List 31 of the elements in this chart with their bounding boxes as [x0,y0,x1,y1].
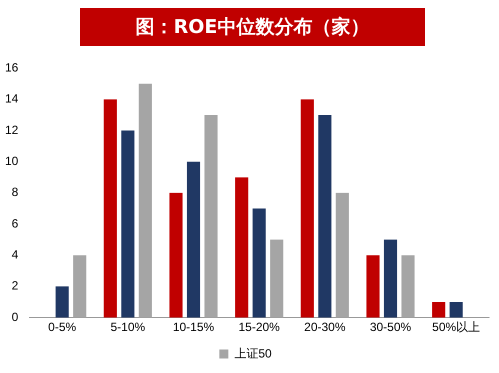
x-tick-label: 15-20% [238,320,280,334]
bar [300,99,314,318]
y-tick-label: 16 [4,60,19,75]
bar [432,302,446,318]
y-tick-label: 0 [12,310,19,324]
bar [450,302,463,318]
y-tick-label: 10 [4,154,19,168]
bar [121,130,134,318]
y-tick-label: 4 [12,248,19,262]
bar [252,208,266,318]
bar [384,240,398,318]
chart-title: 图：ROE中位数分布（家） [80,8,425,46]
x-tick-label: 20-30% [304,320,346,334]
bar [235,177,248,318]
x-tick-label: 10-15% [172,320,215,334]
y-tick-label: 12 [4,122,19,137]
bar [318,114,332,318]
x-tick-label: 50%以上 [432,320,480,334]
x-tick-label: 30-50% [370,320,412,334]
bar [56,286,69,318]
x-tick-label: 0-5% [48,320,77,334]
bar [104,99,117,318]
y-tick-label: 8 [12,185,19,200]
y-tick-label: 14 [4,92,19,106]
y-tick-label: 6 [12,216,19,230]
bar [366,255,380,318]
legend-label: 上证50 [234,346,272,360]
bar [169,192,183,318]
bar [186,162,200,318]
y-tick-label: 2 [12,278,19,293]
x-tick-label: 5-10% [110,320,146,334]
